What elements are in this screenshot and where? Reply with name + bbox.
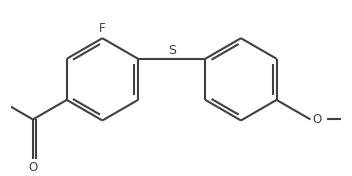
Text: F: F	[99, 22, 106, 35]
Text: S: S	[168, 44, 176, 57]
Text: O: O	[28, 161, 38, 174]
Text: O: O	[313, 113, 322, 126]
